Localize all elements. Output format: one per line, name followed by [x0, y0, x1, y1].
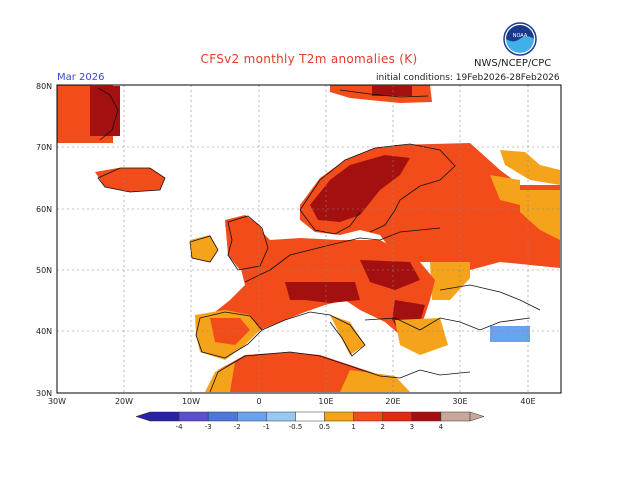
coast-svalbard [339, 89, 429, 98]
anomaly-poland [360, 260, 420, 290]
colorbar-segment [207, 411, 238, 422]
anomaly-scandinavia-core [310, 155, 410, 222]
colorbar-tick-label: 1 [351, 423, 355, 431]
anomaly-greece [395, 318, 448, 355]
anomaly-russia-east-orange [520, 190, 560, 240]
colorbar-right-arrow [469, 411, 485, 422]
lat-label: 30N [36, 389, 52, 398]
lon-axis-labels: 30W 20W 10W 0 10E 20E 30E 40E [48, 397, 536, 406]
colorbar-segment [149, 411, 180, 422]
anomaly-iberia-core [210, 318, 250, 345]
logo-text: NOAA [513, 33, 528, 39]
anomaly-ireland [190, 235, 218, 262]
anomaly-morocco [205, 362, 235, 392]
lon-label: 20W [115, 397, 133, 406]
lat-label: 70N [36, 143, 52, 152]
lon-label: 10W [182, 397, 200, 406]
lat-label: 60N [36, 205, 52, 214]
graticule [57, 85, 561, 393]
lon-label: 10E [318, 397, 333, 406]
coast-balkans-turkey [364, 317, 531, 331]
colorbar-tick-label: -1 [263, 423, 270, 431]
map-frame [56, 84, 562, 394]
anomaly-italy [330, 315, 365, 355]
anomaly-iceland [95, 168, 165, 192]
coast-north-europe [244, 227, 441, 283]
lat-label: 50N [36, 266, 52, 275]
lat-label: 40N [36, 327, 52, 336]
lon-label: 0 [256, 397, 261, 406]
colorbar-left-arrow [135, 411, 151, 422]
anomaly-libya [340, 370, 410, 392]
forecast-month: Mar 2026 [57, 72, 105, 83]
anomaly-field [57, 85, 560, 392]
colorbar-segment [353, 411, 383, 422]
colorbar-tick-label: 4 [439, 423, 444, 431]
coast-ireland [189, 235, 219, 263]
coast-north-africa [209, 351, 471, 393]
lon-label: 40E [520, 397, 535, 406]
coast-iberia [195, 311, 263, 359]
coast-greenland [97, 87, 119, 141]
coast-scandinavia [299, 143, 456, 233]
colorbar-tick-label: 0.5 [319, 423, 330, 431]
lon-label: 30E [452, 397, 467, 406]
lat-label: 80N [36, 82, 52, 91]
coast-norway-south [299, 209, 361, 235]
initial-conditions: initial conditions: 19Feb2026-28Feb2026 [376, 73, 560, 83]
colorbar-segment [237, 411, 267, 422]
anomaly-north-russia-coast [500, 150, 560, 185]
colorbar-tick-label: -0.5 [289, 423, 303, 431]
coastlines [97, 87, 541, 393]
lat-axis-labels: 80N 70N 60N 50N 40N 30N [36, 82, 52, 398]
coast-britain [227, 215, 269, 271]
anomaly-central-europe [215, 220, 435, 335]
colorbar-segment [295, 411, 325, 422]
lon-label: 20E [385, 397, 400, 406]
colorbar-segment [411, 411, 442, 422]
colorbar: -4 -3 -2 -1 -0.5 0.5 1 2 3 4 [135, 411, 485, 431]
colorbar-tick-label: 2 [380, 423, 384, 431]
agency-label: NWS/NCEP/CPC [474, 58, 552, 69]
colorbar-tick-label: 3 [410, 423, 414, 431]
anomaly-svalbard-core [372, 86, 412, 96]
colorbar-segment [266, 411, 296, 422]
colorbar-segment [178, 411, 209, 422]
colorbar-tick-label: -4 [176, 423, 184, 431]
noaa-logo-icon: NOAA [503, 22, 537, 56]
coast-iceland [97, 167, 166, 193]
anomaly-alps [285, 282, 360, 303]
lon-label: 30W [48, 397, 66, 406]
anomaly-russia-orange-patch [490, 175, 520, 205]
coast-mediterranean-north [261, 311, 366, 357]
colorbar-tick-label: -2 [234, 423, 241, 431]
colorbar-segment [324, 411, 354, 422]
anomaly-britain [225, 215, 268, 270]
chart-title: CFSv2 monthly T2m anomalies (K) [200, 52, 418, 66]
colorbar-segment [440, 411, 471, 422]
anomaly-cold-patch [490, 326, 530, 342]
anomaly-greenland-east [90, 86, 120, 136]
colorbar-segment [382, 411, 413, 422]
colorbar-tick-label: -3 [205, 423, 212, 431]
